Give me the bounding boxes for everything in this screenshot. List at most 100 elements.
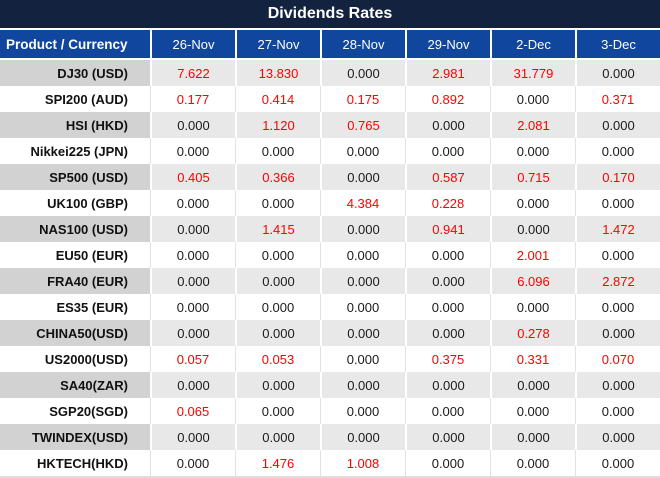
rate-value-cell: 0.000 [575,112,660,138]
rate-value-cell: 0.000 [235,372,320,398]
rate-value-cell: 0.000 [320,242,405,268]
rate-value-cell: 7.622 [150,60,235,86]
table-body: DJ30 (USD) 7.622 13.830 0.000 2.981 31.779 0.0… [0,60,660,476]
rate-value-cell: 0.000 [150,138,235,164]
rate-value-cell: 0.000 [320,424,405,450]
rate-value-cell: 0.000 [235,424,320,450]
rate-value-cell: 0.000 [150,112,235,138]
rate-value-cell: 0.000 [575,372,660,398]
rate-value-cell: 0.000 [575,450,660,476]
rate-value-cell: 0.000 [575,60,660,86]
rate-value-cell: 0.000 [320,268,405,294]
rate-value-cell: 0.000 [150,216,235,242]
rate-value-cell: 0.000 [320,372,405,398]
rate-value-cell: 0.892 [405,86,490,112]
rate-value-cell: 0.366 [235,164,320,190]
rate-value-cell: 1.476 [235,450,320,476]
rate-value-cell: 0.000 [235,320,320,346]
rate-value-cell: 0.278 [490,320,575,346]
rate-value-cell: 0.000 [320,138,405,164]
header-product-currency: Product / Currency [0,30,150,60]
rate-value-cell: 0.000 [490,86,575,112]
rate-value-cell: 0.000 [320,320,405,346]
rate-value-cell: 1.472 [575,216,660,242]
product-cell: NAS100 (USD) [0,216,150,242]
rate-value-cell: 0.587 [405,164,490,190]
product-cell: SA40(ZAR) [0,372,150,398]
product-cell: HSI (HKD) [0,112,150,138]
rate-value-cell: 0.000 [150,294,235,320]
rate-value-cell: 0.000 [575,190,660,216]
rate-value-cell: 1.120 [235,112,320,138]
product-cell: Nikkei225 (JPN) [0,138,150,164]
table-row: US2000(USD) 0.057 0.053 0.000 0.375 0.331 0.07… [0,346,660,372]
rate-value-cell: 0.000 [405,294,490,320]
rate-value-cell: 6.096 [490,268,575,294]
rate-value-cell: 0.175 [320,86,405,112]
rate-value-cell: 0.375 [405,346,490,372]
rate-value-cell: 0.000 [320,294,405,320]
rate-value-cell: 0.000 [320,398,405,424]
product-cell: SPI200 (AUD) [0,86,150,112]
table-row: Nikkei225 (JPN) 0.000 0.000 0.000 0.000 0.000… [0,138,660,164]
table-row: CHINA50(USD) 0.000 0.000 0.000 0.000 0.278 0.0… [0,320,660,346]
rate-value-cell: 0.371 [575,86,660,112]
product-cell: TWINDEX(USD) [0,424,150,450]
product-cell: US2000(USD) [0,346,150,372]
rate-value-cell: 0.715 [490,164,575,190]
product-cell: SP500 (USD) [0,164,150,190]
rate-value-cell: 2.001 [490,242,575,268]
table-row: SP500 (USD) 0.405 0.366 0.000 0.587 0.715 0.17… [0,164,660,190]
header-date-column: 2-Dec [490,30,575,60]
rate-value-cell: 0.000 [235,190,320,216]
rate-value-cell: 0.000 [405,320,490,346]
rate-value-cell: 0.053 [235,346,320,372]
rate-value-cell: 0.000 [405,398,490,424]
rate-value-cell: 0.000 [405,424,490,450]
rate-value-cell: 0.000 [150,242,235,268]
rate-value-cell: 0.000 [150,268,235,294]
product-cell: HKTECH(HKD) [0,450,150,476]
rate-value-cell: 0.000 [235,242,320,268]
product-cell: UK100 (GBP) [0,190,150,216]
rate-value-cell: 0.000 [320,216,405,242]
rate-value-cell: 0.000 [405,268,490,294]
rate-value-cell: 31.779 [490,60,575,86]
header-date-column: 27-Nov [235,30,320,60]
rate-value-cell: 0.000 [150,372,235,398]
dividends-rates-table: Product / Currency 26-Nov 27-Nov 28-Nov 29-N… [0,30,660,478]
rate-value-cell: 0.228 [405,190,490,216]
header-date-column: 26-Nov [150,30,235,60]
rate-value-cell: 0.000 [405,112,490,138]
rate-value-cell: 0.000 [405,450,490,476]
rate-value-cell: 4.384 [320,190,405,216]
rate-value-cell: 0.000 [490,450,575,476]
rate-value-cell: 0.070 [575,346,660,372]
product-cell: CHINA50(USD) [0,320,150,346]
rate-value-cell: 1.008 [320,450,405,476]
rate-value-cell: 0.000 [235,294,320,320]
table-row: TWINDEX(USD) 0.000 0.000 0.000 0.000 0.000 0.0… [0,424,660,450]
rate-value-cell: 0.000 [405,138,490,164]
rate-value-cell: 0.000 [320,60,405,86]
rate-value-cell: 0.000 [575,398,660,424]
product-cell: SGP20(SGD) [0,398,150,424]
table-row: HSI (HKD) 0.000 1.120 0.765 0.000 2.081 0.000 [0,112,660,138]
table-title: Dividends Rates [0,0,660,30]
product-cell: EU50 (EUR) [0,242,150,268]
rate-value-cell: 0.000 [150,190,235,216]
rate-value-cell: 1.415 [235,216,320,242]
product-cell: ES35 (EUR) [0,294,150,320]
rate-value-cell: 0.331 [490,346,575,372]
rate-value-cell: 0.000 [150,424,235,450]
rate-value-cell: 0.000 [490,216,575,242]
table-row: SPI200 (AUD) 0.177 0.414 0.175 0.892 0.000 0.3… [0,86,660,112]
header-date-column: 28-Nov [320,30,405,60]
product-cell: FRA40 (EUR) [0,268,150,294]
rate-value-cell: 0.000 [490,138,575,164]
rate-value-cell: 2.081 [490,112,575,138]
rate-value-cell: 0.000 [575,320,660,346]
rate-value-cell: 0.941 [405,216,490,242]
header-row: Product / Currency 26-Nov 27-Nov 28-Nov 29-N… [0,30,660,60]
rate-value-cell: 0.000 [405,242,490,268]
